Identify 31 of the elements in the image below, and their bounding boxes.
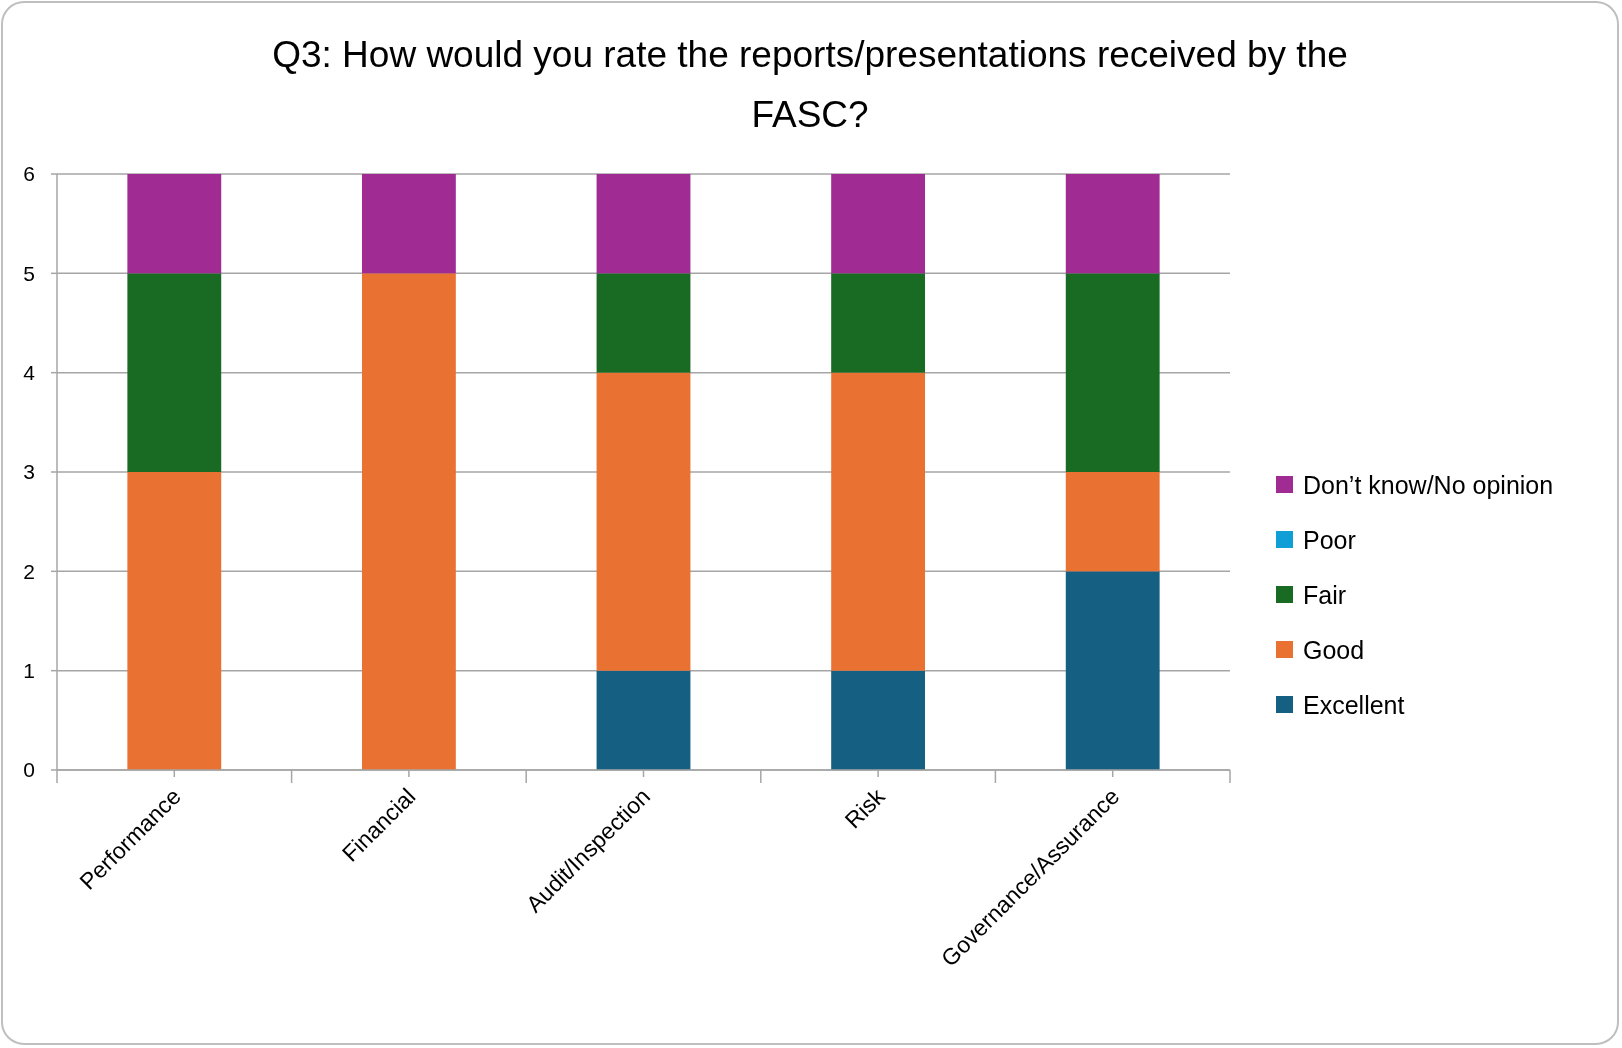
y-tick-label: 0 <box>23 758 35 782</box>
y-tick-label: 1 <box>23 659 35 683</box>
bar <box>596 670 691 770</box>
y-tick-label: 2 <box>23 559 35 583</box>
bar <box>1065 571 1160 770</box>
bar <box>127 472 222 770</box>
bar <box>361 273 456 770</box>
legend-label: Fair <box>1303 580 1347 609</box>
bar <box>596 174 691 274</box>
chart-title: Q3: How would you rate the reports/presentations received by the FASC? <box>272 34 1348 135</box>
bar <box>127 273 222 472</box>
bar <box>361 174 456 274</box>
bar <box>1065 174 1160 274</box>
bar <box>596 273 691 373</box>
legend-label: Good <box>1303 635 1365 664</box>
legend-label: Poor <box>1303 525 1356 554</box>
bar <box>831 273 926 373</box>
bar <box>1065 273 1160 472</box>
bar <box>831 174 926 274</box>
legend-label: Don’t know/No opinion <box>1303 470 1554 499</box>
y-tick-label: 3 <box>23 460 35 484</box>
y-tick-label: 6 <box>23 162 35 186</box>
bar <box>596 372 691 671</box>
y-tick-label: 4 <box>23 361 36 385</box>
y-tick-label: 5 <box>23 261 35 285</box>
x-tick-label: Risk <box>839 782 890 834</box>
legend-label: Excellent <box>1303 690 1405 719</box>
bar <box>831 372 926 671</box>
bar <box>127 174 222 274</box>
bar <box>1065 472 1160 572</box>
bar <box>831 670 926 770</box>
